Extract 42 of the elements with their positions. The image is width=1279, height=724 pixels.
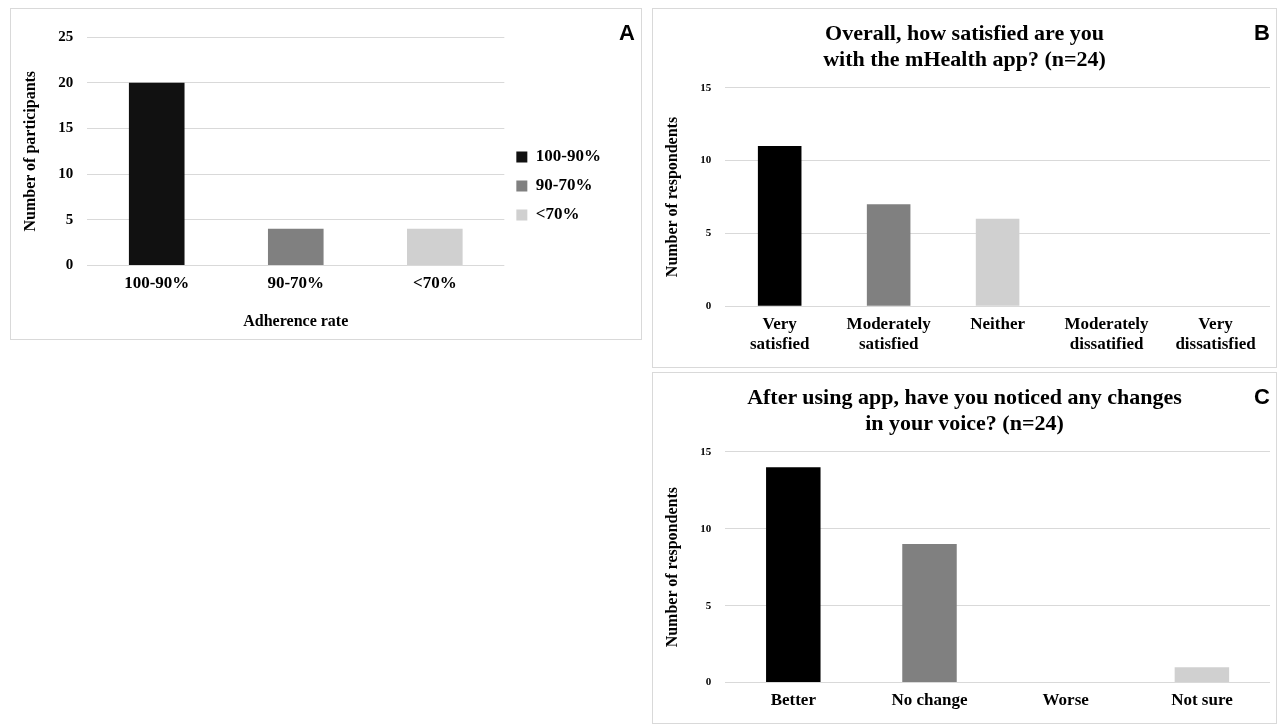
y-tick-label: 10 xyxy=(700,153,712,166)
y-tick-label: 0 xyxy=(705,299,712,312)
y-axis-title: Number of participants xyxy=(20,70,39,232)
bar xyxy=(866,204,911,306)
y-axis-title: Number of respondents xyxy=(662,487,681,648)
x-tick-label: 100-90% xyxy=(124,272,190,292)
x-tick-label: 90-70% xyxy=(267,272,325,292)
y-tick-label: 5 xyxy=(65,210,74,227)
text: A xyxy=(619,20,636,46)
text: B xyxy=(1254,20,1270,46)
chart-title: Overall, how satisfied are you with the mHealth app? (n=24) xyxy=(823,19,1106,72)
x-tick-label: <70% xyxy=(412,272,457,292)
x-tick-label: Worse xyxy=(1042,690,1090,710)
y-axis-title: Number of respondents xyxy=(662,116,681,278)
x-tick-label: Very satisfied xyxy=(749,313,810,354)
y-tick-label: 15 xyxy=(700,444,712,457)
bar xyxy=(757,146,802,306)
x-tick-label: Moderately dissatified xyxy=(1064,313,1150,354)
legend-label: 90-70% xyxy=(535,175,593,195)
y-tick-label: 5 xyxy=(705,226,712,239)
y-tick-label: 0 xyxy=(705,675,712,688)
y-tick-label: 15 xyxy=(58,119,74,136)
legend-label: 100-90% xyxy=(535,146,602,166)
x-tick-label: Very dissatisfied xyxy=(1175,313,1257,354)
chart-title: After using app, have you noticed any changes in your voice? (n=24) xyxy=(747,383,1183,436)
x-tick-label: Neither xyxy=(970,313,1026,333)
y-tick-label: 20 xyxy=(58,73,74,90)
y-tick-label: 10 xyxy=(700,521,712,534)
x-axis-title: Adherence rate xyxy=(243,311,349,329)
y-tick-label: 25 xyxy=(58,27,74,44)
x-tick-label: Not sure xyxy=(1171,690,1234,710)
bar xyxy=(902,544,957,683)
x-tick-label: No change xyxy=(891,690,968,710)
y-tick-label: 0 xyxy=(65,256,74,273)
y-tick-label: 15 xyxy=(700,80,712,93)
x-tick-label: Moderately satisfied xyxy=(846,313,932,354)
bar xyxy=(766,467,821,683)
y-tick-label: 5 xyxy=(705,598,712,611)
x-tick-label: Better xyxy=(770,690,817,710)
legend-label: <70% xyxy=(535,204,580,224)
y-tick-label: 10 xyxy=(58,164,74,181)
text: C xyxy=(1254,384,1271,410)
